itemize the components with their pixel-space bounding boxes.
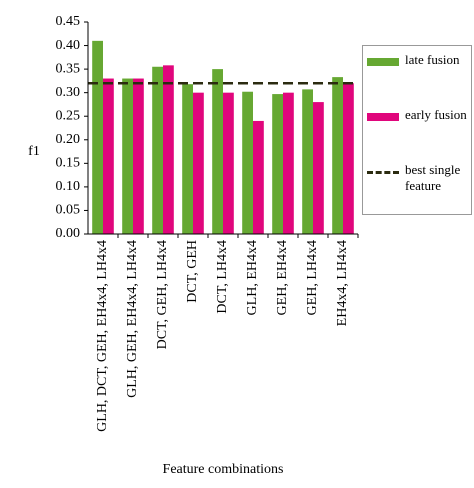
x-tick-label: GEH, LH4x4 <box>305 240 320 315</box>
x-tick-label: GLH, DCT, GEH, EH4x4, LH4x4 <box>95 240 110 432</box>
y-tick-label: 0.25 <box>56 108 81 123</box>
y-tick-label: 0.45 <box>56 14 81 29</box>
bar <box>182 84 193 234</box>
x-tick-label: EH4x4, LH4x4 <box>335 240 350 326</box>
bar <box>92 40 103 234</box>
y-tick-label: 0.10 <box>56 179 81 194</box>
bar <box>212 69 223 234</box>
bar <box>122 78 133 235</box>
y-axis-label: f1 <box>28 144 40 159</box>
x-tick-label: DCT, GEH, LH4x4 <box>155 240 170 349</box>
legend-swatch <box>367 113 399 121</box>
bar <box>253 120 264 234</box>
bar <box>343 83 354 234</box>
legend-label: best single feature <box>405 162 461 193</box>
bar <box>193 92 204 235</box>
bar <box>313 102 324 234</box>
x-tick-label: GLH, GEH, EH4x4, LH4x4 <box>125 240 140 398</box>
bar <box>133 78 144 235</box>
legend-swatch <box>367 171 399 174</box>
legend-label: early fusion <box>405 107 467 122</box>
y-tick-label: 0.20 <box>56 132 81 147</box>
x-axis-label: Feature combinations <box>163 462 284 477</box>
x-tick-label: GEH, EH4x4 <box>275 240 290 315</box>
bar <box>283 92 294 235</box>
bar <box>103 78 114 235</box>
x-tick-label: DCT, GEH <box>185 240 200 303</box>
y-tick-label: 0.05 <box>56 203 81 218</box>
y-tick-label: 0.30 <box>56 85 81 100</box>
y-tick-label: 0.40 <box>56 38 81 53</box>
bar <box>332 77 343 235</box>
bar <box>302 89 313 234</box>
y-tick-label: 0.15 <box>56 156 81 171</box>
legend: late fusion early fusion best single featu… <box>362 45 472 215</box>
x-tick-label: DCT, LH4x4 <box>215 240 230 314</box>
y-tick-label: 0.00 <box>56 226 81 241</box>
legend-swatch <box>367 58 399 66</box>
bar <box>163 65 174 234</box>
y-tick-label: 0.35 <box>56 61 81 76</box>
bar <box>242 91 253 234</box>
bar <box>223 92 234 235</box>
x-tick-label: GLH, EH4x4 <box>245 240 260 315</box>
legend-label: late fusion <box>405 52 460 67</box>
bar <box>272 94 283 234</box>
bar <box>152 66 163 234</box>
